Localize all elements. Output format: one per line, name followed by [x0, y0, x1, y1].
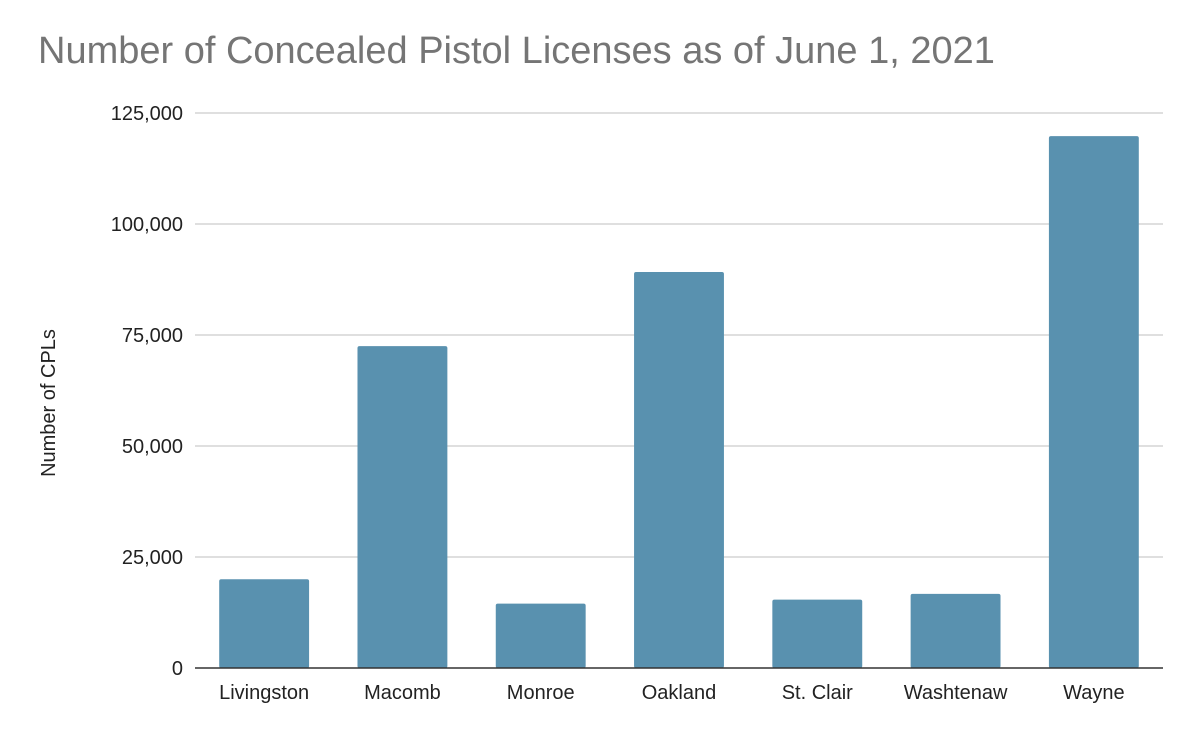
x-tick-labels: Livingston Macomb Monroe Oakland St. Clair Wa…	[219, 682, 1125, 704]
y-tick-label: 25,000	[122, 547, 183, 569]
bar-st-clair	[772, 599, 863, 668]
y-tick-label: 75,000	[122, 325, 183, 347]
y-tick-label: 125,000	[111, 103, 183, 125]
bar-livingston	[219, 579, 310, 668]
x-tick-label: Wayne	[1063, 682, 1125, 704]
x-tick-label: Macomb	[364, 682, 441, 704]
bar-monroe	[495, 603, 586, 668]
y-tick-labels: 0 25,000 50,000 75,000 100,000 125,000	[111, 103, 183, 680]
y-tick-label: 50,000	[122, 436, 183, 458]
x-tick-label: Monroe	[507, 682, 575, 704]
y-tick-label: 0	[172, 658, 183, 680]
bar-wayne	[1048, 136, 1139, 668]
x-tick-label: Oakland	[642, 682, 717, 704]
bar-oakland	[634, 271, 724, 668]
x-tick-label: St. Clair	[782, 682, 853, 704]
bar-washtenaw	[910, 593, 1001, 668]
y-axis-label: Number of CPLs	[38, 329, 60, 477]
bars	[219, 136, 1139, 668]
bar-macomb	[357, 346, 448, 668]
y-tick-label: 100,000	[111, 214, 183, 236]
chart-title: Number of Concealed Pistol Licenses as o…	[38, 30, 995, 72]
x-tick-label: Livingston	[219, 682, 309, 704]
x-tick-label: Washtenaw	[904, 682, 1008, 704]
